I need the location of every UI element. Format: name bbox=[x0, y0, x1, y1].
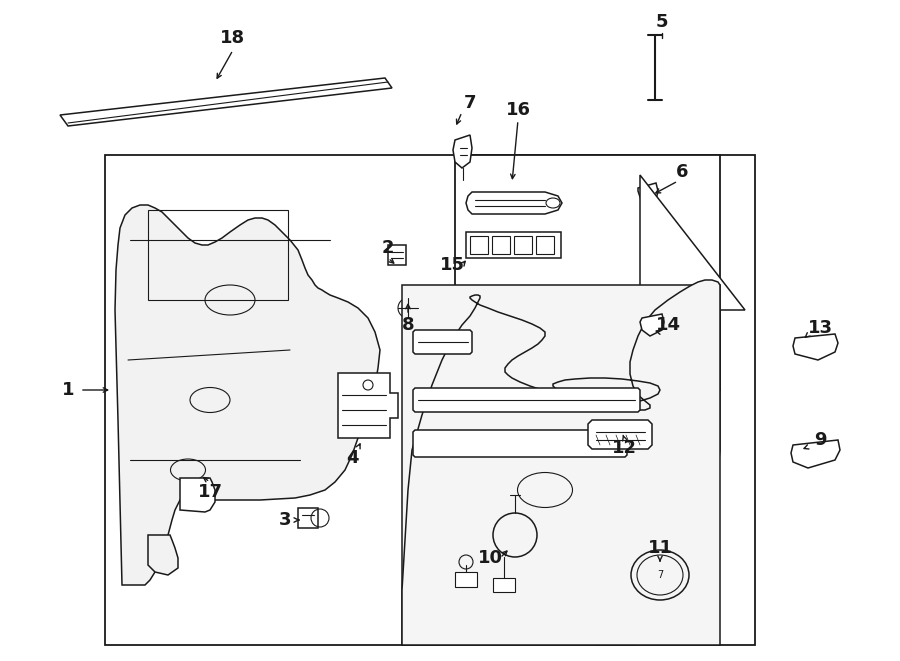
Polygon shape bbox=[413, 430, 627, 457]
Text: 8: 8 bbox=[401, 316, 414, 334]
Text: 3: 3 bbox=[279, 511, 292, 529]
Text: 5: 5 bbox=[656, 13, 668, 31]
Text: 1: 1 bbox=[62, 381, 74, 399]
Bar bbox=[105, 155, 755, 645]
Polygon shape bbox=[298, 508, 318, 528]
Polygon shape bbox=[60, 78, 392, 126]
Text: 12: 12 bbox=[611, 439, 636, 457]
Text: 6: 6 bbox=[676, 163, 688, 181]
Bar bbox=[493, 578, 515, 592]
Text: 17: 17 bbox=[197, 483, 222, 501]
Bar bbox=[492, 236, 510, 254]
Text: 9: 9 bbox=[814, 431, 826, 449]
Polygon shape bbox=[791, 440, 840, 468]
Polygon shape bbox=[180, 478, 215, 512]
Text: 10: 10 bbox=[478, 549, 502, 567]
Text: 7: 7 bbox=[657, 570, 663, 580]
Text: 18: 18 bbox=[220, 29, 246, 47]
Polygon shape bbox=[115, 205, 380, 585]
Polygon shape bbox=[466, 232, 561, 258]
Text: 2: 2 bbox=[382, 239, 394, 257]
Bar bbox=[148, 210, 288, 300]
Text: 4: 4 bbox=[346, 449, 358, 467]
Polygon shape bbox=[413, 388, 640, 412]
Text: 11: 11 bbox=[647, 539, 672, 557]
Polygon shape bbox=[402, 285, 720, 645]
Bar bbox=[536, 236, 554, 254]
Text: 16: 16 bbox=[506, 101, 530, 119]
Bar bbox=[455, 572, 477, 587]
Polygon shape bbox=[793, 334, 838, 360]
Polygon shape bbox=[388, 245, 406, 265]
Polygon shape bbox=[640, 314, 664, 336]
Text: 7: 7 bbox=[464, 94, 476, 112]
Polygon shape bbox=[453, 135, 472, 168]
Polygon shape bbox=[638, 183, 658, 206]
Bar bbox=[514, 236, 532, 254]
Polygon shape bbox=[466, 192, 562, 214]
Text: 15: 15 bbox=[439, 256, 464, 274]
Polygon shape bbox=[588, 420, 652, 449]
Bar bbox=[470, 236, 488, 254]
Polygon shape bbox=[338, 373, 398, 438]
Polygon shape bbox=[640, 175, 745, 310]
Bar bbox=[455, 155, 720, 390]
Polygon shape bbox=[413, 330, 472, 354]
Text: 13: 13 bbox=[807, 319, 833, 337]
Polygon shape bbox=[148, 535, 178, 575]
Text: 14: 14 bbox=[655, 316, 680, 334]
Polygon shape bbox=[402, 280, 720, 645]
